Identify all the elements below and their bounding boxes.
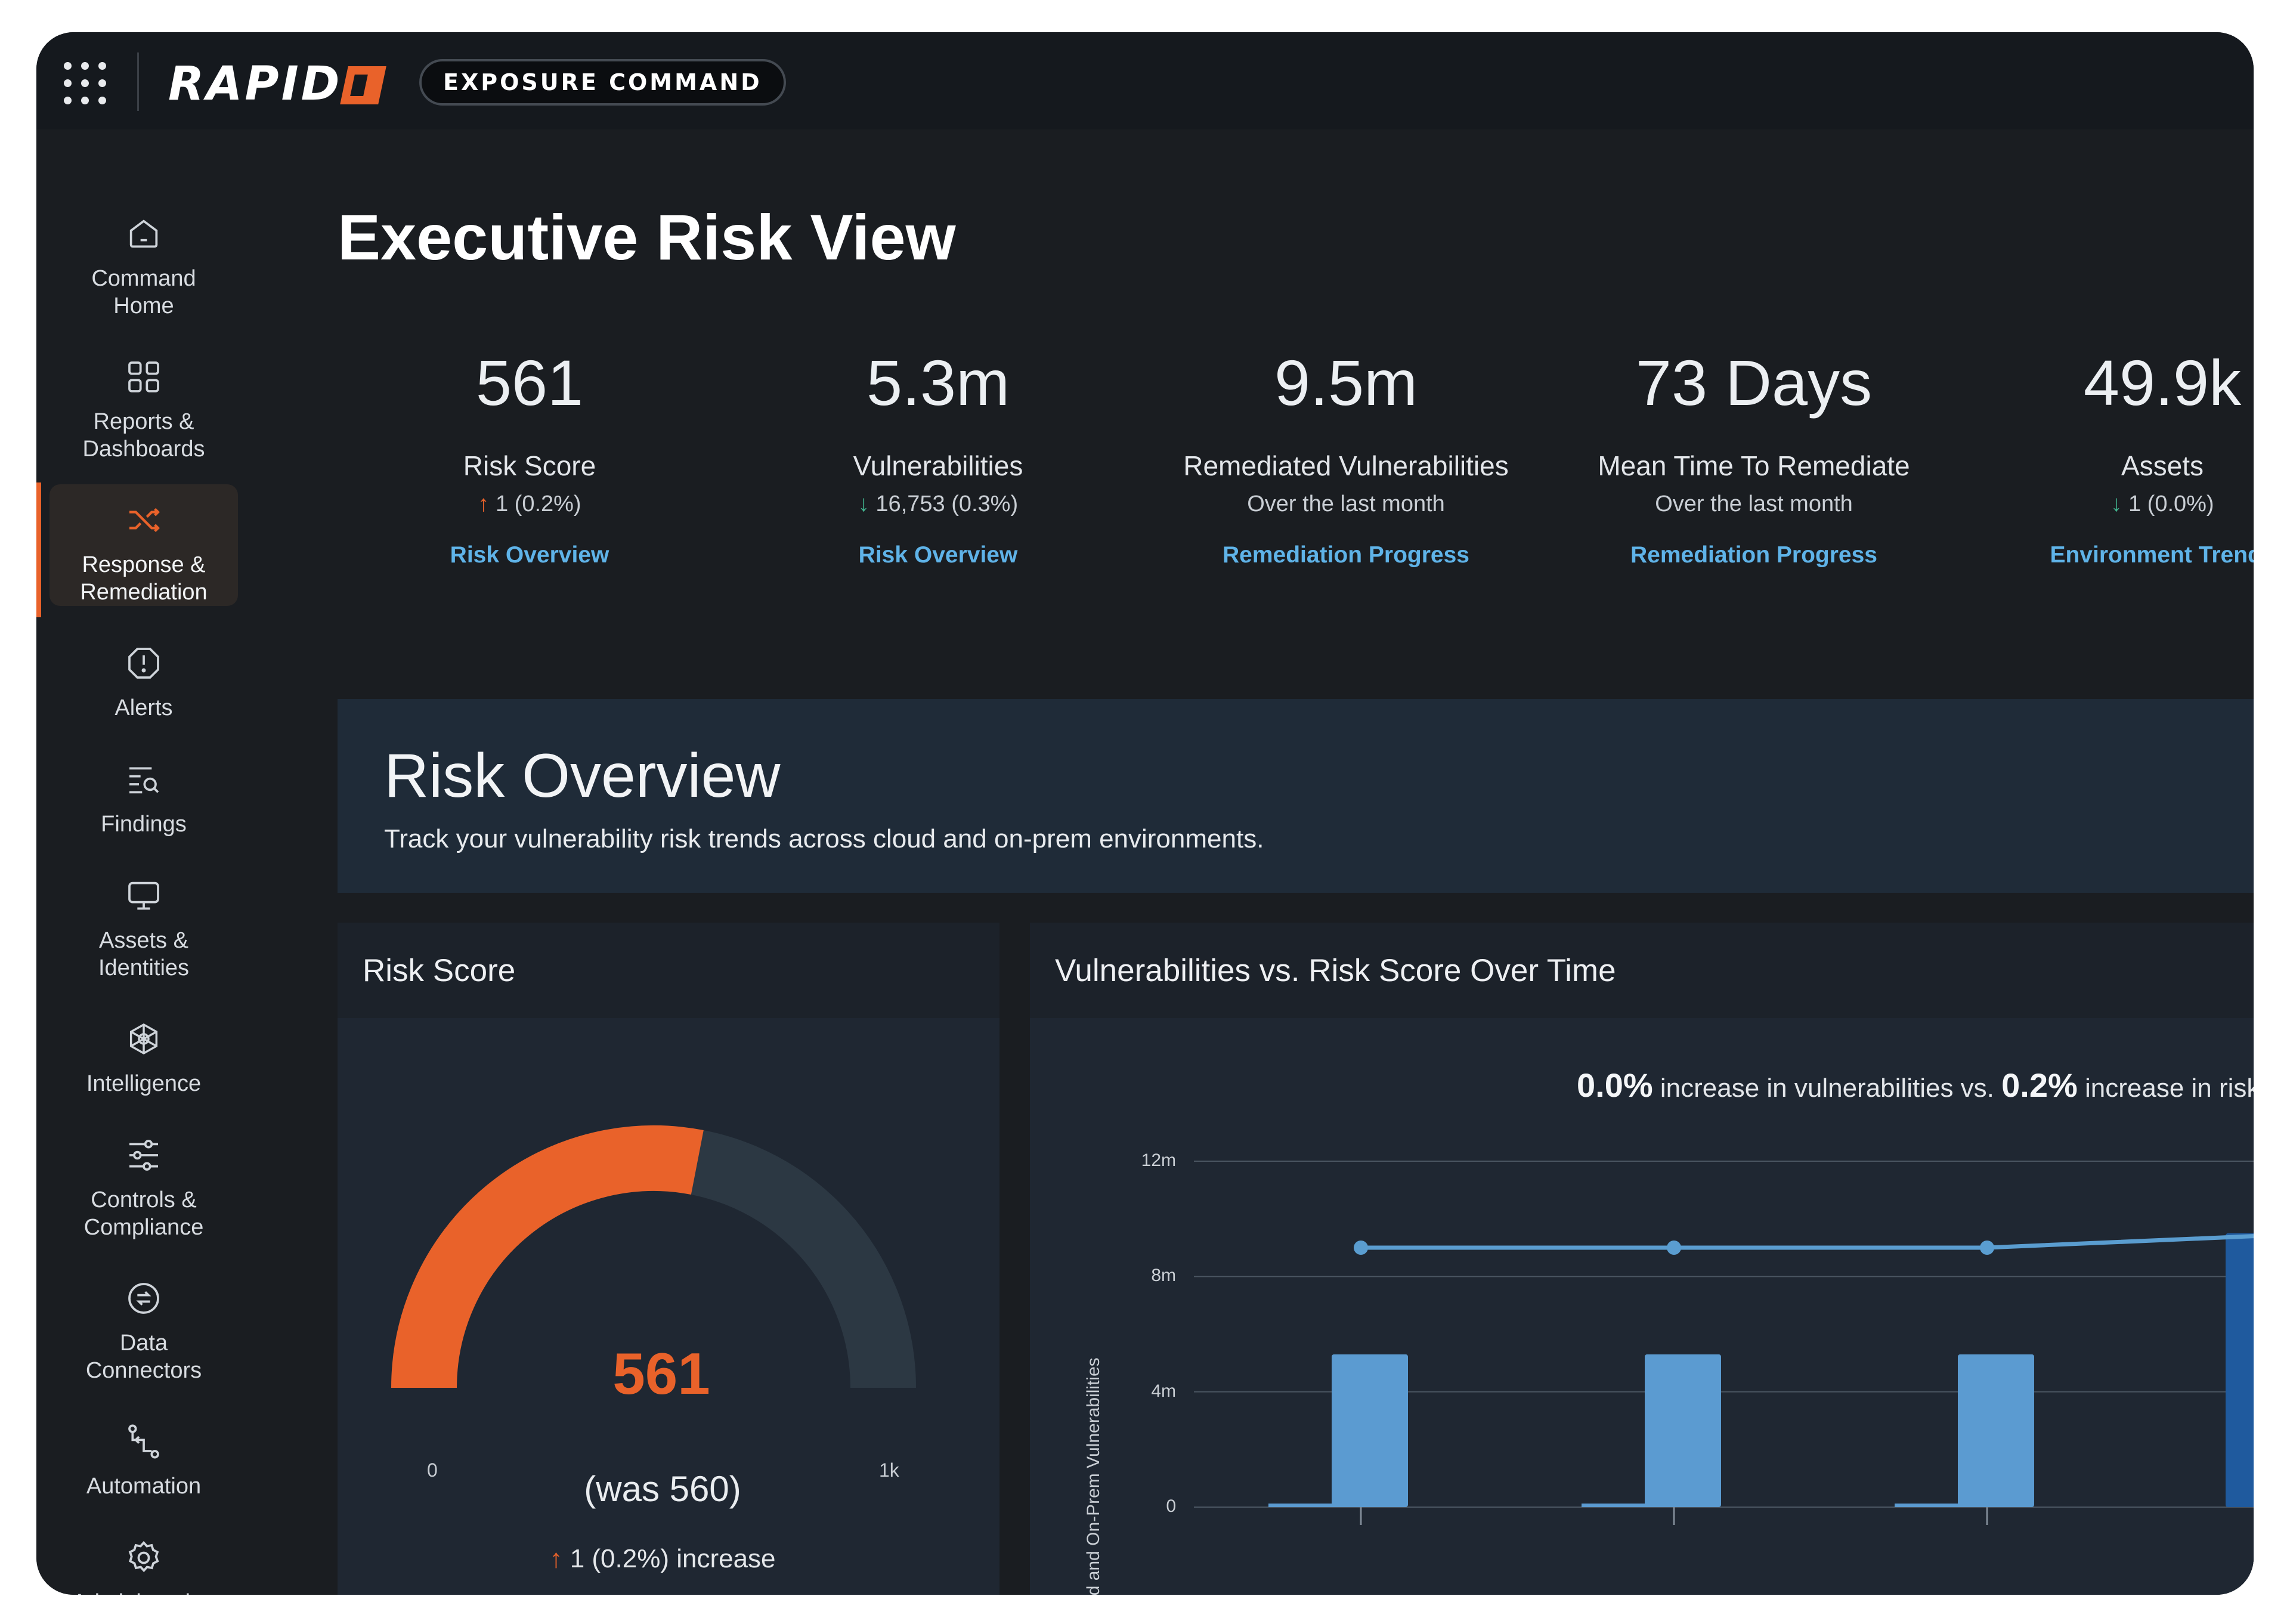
- kpi-label: Mean Time To Remediate: [1598, 450, 1910, 481]
- kpi-link[interactable]: Environment Trends: [2050, 542, 2254, 568]
- sidebar-item-automation[interactable]: Automation: [49, 1406, 238, 1500]
- chart-bar: [1645, 1354, 1721, 1507]
- risk-gauge: [391, 1125, 916, 1388]
- kpi-label: Assets: [2121, 450, 2204, 481]
- automation-icon: [122, 1420, 165, 1463]
- sidebar-item-controls-compliance[interactable]: Controls & Compliance: [49, 1119, 238, 1241]
- card-body: 0.0% increase in vulnerabilities vs. 0.2…: [1030, 1018, 2254, 1595]
- card-body: 0 1k 561 (was 560) ↑ 1 (0.2%) increase: [338, 1018, 999, 1595]
- kpi-link[interactable]: Risk Overview: [450, 542, 609, 568]
- risk-score-point: [1667, 1241, 1681, 1255]
- kpi-assets: 49.9k Assets ↓ 1 (0.0%) Environment Tren…: [1995, 347, 2254, 568]
- product-badge: EXPOSURE COMMAND: [419, 59, 786, 106]
- top-bar: RAPID EXPOSURE COMMAND: [36, 32, 2254, 129]
- sidebar-item-command-home[interactable]: Command Home: [49, 198, 238, 320]
- sidebar-item-alerts[interactable]: Alerts: [49, 627, 238, 722]
- chart-bar: [2226, 1233, 2254, 1507]
- findings-icon: [122, 758, 165, 801]
- shuffle-icon: [122, 499, 165, 542]
- card-title: Risk Score: [363, 953, 516, 988]
- sidebar-item-findings[interactable]: Findings: [49, 744, 238, 838]
- kpi-change: ↑ 1 (0.2%): [478, 491, 581, 516]
- kpi-value: 5.3m: [866, 347, 1010, 419]
- divider: [137, 52, 139, 111]
- sidebar: Command Home Reports & Dashboards Respon…: [36, 129, 263, 1595]
- risk-score-point: [1354, 1241, 1368, 1255]
- section-title: Risk Overview: [384, 741, 781, 811]
- arrow-down-icon: ↓: [2110, 491, 2122, 516]
- trend-chart-card: Vulnerabilities vs. Risk Score Over Time…: [1030, 923, 2254, 1595]
- risk-score-point: [1980, 1241, 1994, 1255]
- arrow-up-icon: ↑: [549, 1544, 563, 1573]
- gauge-min-label: 0: [427, 1459, 438, 1481]
- sidebar-item-reports-dashboards[interactable]: Reports & Dashboards: [49, 341, 238, 463]
- kpi-link[interactable]: Risk Overview: [858, 542, 1018, 568]
- sidebar-item-administration[interactable]: Administration: [49, 1522, 238, 1595]
- kpi-remediated-vulnerabilities: 9.5m Remediated Vulnerabilities Over the…: [1179, 347, 1513, 568]
- monitor-icon: [122, 874, 165, 917]
- app-grid-icon[interactable]: [64, 62, 107, 105]
- kpi-label: Risk Score: [463, 450, 596, 481]
- y-tick-label: 0: [1166, 1496, 1176, 1516]
- kpi-risk-score: 561 Risk Score ↑ 1 (0.2%) Risk Overview: [363, 347, 697, 568]
- kpi-value: 49.9k: [2083, 347, 2242, 419]
- card-header: Risk Score: [338, 923, 999, 1018]
- gear-icon: [122, 1536, 165, 1579]
- kpi-label: Remediated Vulnerabilities: [1183, 450, 1509, 481]
- alert-icon: [122, 642, 165, 685]
- page-title: Executive Risk View: [338, 201, 956, 273]
- sliders-icon: [122, 1134, 165, 1177]
- home-icon: [122, 212, 165, 255]
- kpi-label: Vulnerabilities: [853, 450, 1023, 481]
- trend-summary: 0.0% increase in vulnerabilities vs. 0.2…: [1577, 1066, 2254, 1104]
- chart-bar-small: [1582, 1504, 1653, 1507]
- kpi-mean-time-to-remediate: 73 Days Mean Time To Remediate Over the …: [1587, 347, 1921, 568]
- kpi-change: ↓ 1 (0.0%): [2110, 491, 2214, 516]
- risk-score-line: [1361, 1234, 2254, 1250]
- chart-bar: [1958, 1354, 2034, 1507]
- arrow-down-icon: ↓: [858, 491, 869, 516]
- gauge-fill: [391, 1125, 704, 1388]
- sidebar-item-response-remediation[interactable]: Response & Remediation: [49, 484, 238, 606]
- chart-bar: [1332, 1354, 1408, 1507]
- kpi-change: ↓ 16,753 (0.3%): [858, 491, 1019, 516]
- network-icon: [122, 1017, 165, 1060]
- kpi-link[interactable]: Remediation Progress: [1630, 542, 1877, 568]
- chart-bar-small: [1268, 1504, 1340, 1507]
- active-indicator: [36, 482, 41, 617]
- connector-icon: [122, 1277, 165, 1320]
- sidebar-item-intelligence[interactable]: Intelligence: [49, 1003, 238, 1097]
- trend-chart: [1194, 1161, 2254, 1525]
- kpi-note: Over the last month: [1655, 491, 1853, 516]
- kpi-note: Over the last month: [1247, 491, 1445, 516]
- app-window: RAPID EXPOSURE COMMAND Command Home Repo…: [36, 32, 2254, 1595]
- y-tick-label: 8m: [1151, 1266, 1176, 1286]
- arrow-up-icon: ↑: [478, 491, 490, 516]
- rapid7-logo[interactable]: RAPID: [168, 57, 387, 111]
- logo-mark-icon: [340, 66, 387, 104]
- card-header: Vulnerabilities vs. Risk Score Over Time: [1030, 923, 2254, 1018]
- main-content: Executive Risk View 561 Risk Score ↑ 1 (…: [263, 129, 2254, 1595]
- kpi-value: 561: [475, 347, 584, 419]
- kpi-value: 9.5m: [1274, 347, 1418, 419]
- card-title: Vulnerabilities vs. Risk Score Over Time: [1055, 953, 1616, 988]
- gauge-max-label: 1k: [879, 1459, 899, 1481]
- previous-score: (was 560): [584, 1469, 741, 1509]
- kpi-link[interactable]: Remediation Progress: [1223, 542, 1469, 568]
- dashboard-icon: [122, 355, 165, 398]
- sidebar-item-data-connectors[interactable]: Data Connectors: [49, 1263, 238, 1384]
- score-increase: ↑ 1 (0.2%) increase: [549, 1544, 776, 1573]
- y-tick-label: 4m: [1151, 1381, 1176, 1401]
- y-tick-label: 12m: [1141, 1150, 1176, 1170]
- sidebar-item-assets-identities[interactable]: Assets & Identities: [49, 860, 238, 982]
- kpi-vulnerabilities: 5.3m Vulnerabilities ↓ 16,753 (0.3%) Ris…: [771, 347, 1105, 568]
- kpi-value: 73 Days: [1635, 347, 1873, 419]
- chart-bar-small: [1895, 1504, 1966, 1507]
- risk-score-card: Risk Score 0 1k 561 (was 560) ↑ 1 (0.2%)…: [338, 923, 999, 1595]
- gauge-value: 561: [612, 1341, 710, 1406]
- section-description: Track your vulnerability risk trends acr…: [384, 824, 1264, 853]
- risk-overview-panel: Risk Overview Track your vulnerability r…: [338, 699, 2254, 893]
